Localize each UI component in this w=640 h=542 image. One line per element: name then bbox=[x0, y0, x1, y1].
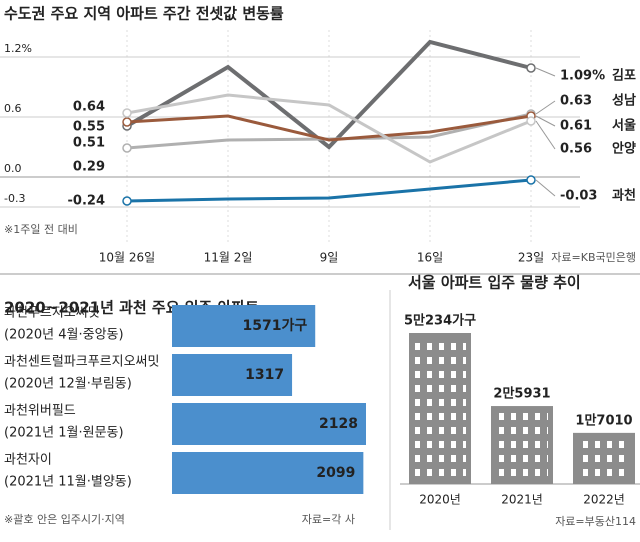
source: 자료=부동산114 bbox=[555, 515, 636, 528]
leader bbox=[535, 179, 556, 197]
leader bbox=[535, 120, 556, 150]
value-label: 1571가구 bbox=[242, 318, 307, 334]
bar bbox=[172, 305, 316, 347]
value-label: -0.03 bbox=[560, 189, 597, 204]
series-line bbox=[126, 93, 532, 164]
value-label: 2128 bbox=[319, 416, 358, 432]
value-label: 0.61 bbox=[560, 119, 592, 134]
category-label: 과천위버필드 bbox=[4, 404, 76, 419]
x-tick-label: 23일 bbox=[518, 251, 544, 265]
x-tick-label: 2022년 bbox=[583, 493, 625, 507]
x-tick-label: 10월 26일 bbox=[99, 251, 155, 265]
source: 자료=각 사 bbox=[302, 513, 355, 526]
legend-label: 성남 bbox=[612, 93, 636, 109]
source: 자료=KB국민은행 bbox=[551, 251, 636, 264]
series-line bbox=[126, 178, 532, 203]
legend-label: 과천 bbox=[612, 189, 636, 204]
leader bbox=[535, 115, 556, 127]
point-marker bbox=[122, 117, 132, 127]
value-label: -0.24 bbox=[68, 194, 105, 209]
value-label: 2만5931 bbox=[493, 386, 550, 402]
value-label: 0.56 bbox=[560, 142, 592, 157]
x-tick-label: 9일 bbox=[320, 251, 339, 265]
x-tick-label: 2021년 bbox=[501, 493, 543, 507]
category-label: 과천푸르지오써밋 bbox=[4, 306, 100, 321]
value-label: 1만7010 bbox=[575, 412, 632, 428]
point-marker bbox=[122, 196, 132, 206]
bar-windows bbox=[414, 337, 466, 480]
value-label: 0.63 bbox=[560, 94, 592, 109]
point-marker bbox=[526, 63, 536, 73]
point-marker bbox=[526, 116, 536, 126]
y-tick-label: -0.3 bbox=[4, 192, 25, 205]
bar-windows bbox=[496, 410, 548, 480]
leader bbox=[535, 67, 556, 77]
point-marker bbox=[526, 175, 536, 185]
category-label: 과천자이 bbox=[4, 453, 52, 468]
value-label: 0.29 bbox=[73, 160, 105, 175]
bar bbox=[172, 403, 366, 445]
series-line bbox=[126, 114, 532, 142]
legend-label: 김포 bbox=[612, 69, 636, 84]
series-line bbox=[125, 39, 532, 150]
legend-label: 안양 bbox=[612, 141, 636, 157]
leader bbox=[535, 100, 556, 115]
x-tick-label: 2020년 bbox=[419, 493, 461, 507]
note: ※괄호 안은 입주시기·지역 bbox=[4, 513, 125, 526]
y-tick-label: 0.6 bbox=[4, 102, 22, 115]
category-detail: (2021년 11월·별양동) bbox=[4, 475, 132, 490]
category-label: 과천센트럴파크푸르지오써밋 bbox=[4, 355, 159, 370]
value-label: 1.09% bbox=[560, 69, 605, 84]
point-marker bbox=[122, 108, 132, 118]
category-detail: (2020년 4월·중앙동) bbox=[4, 328, 124, 343]
title: 서울 아파트 입주 물량 추이 bbox=[408, 274, 581, 292]
bar bbox=[172, 354, 293, 396]
bar-windows bbox=[578, 436, 630, 480]
y-tick-label: 0.0 bbox=[4, 162, 22, 175]
y-tick-label: 1.2% bbox=[4, 42, 32, 55]
category-detail: (2021년 1월·원문동) bbox=[4, 426, 124, 441]
category-detail: (2020년 12월·부림동) bbox=[4, 377, 132, 392]
legend-label: 서울 bbox=[612, 118, 636, 134]
value-label: 2099 bbox=[316, 465, 355, 481]
value-label: 0.64 bbox=[73, 100, 105, 115]
bar bbox=[172, 452, 364, 494]
value-label: 0.55 bbox=[73, 120, 105, 135]
note: ※1주일 전 대비 bbox=[4, 222, 78, 236]
title: 수도권 주요 지역 아파트 주간 전셋값 변동률 bbox=[4, 5, 284, 23]
value-label: 5만234가구 bbox=[404, 313, 476, 329]
value-label: 0.51 bbox=[73, 136, 105, 151]
value-label: 1317 bbox=[245, 367, 284, 383]
x-tick-label: 16일 bbox=[417, 251, 443, 265]
x-tick-label: 11월 2일 bbox=[204, 251, 253, 265]
point-marker bbox=[122, 143, 132, 153]
